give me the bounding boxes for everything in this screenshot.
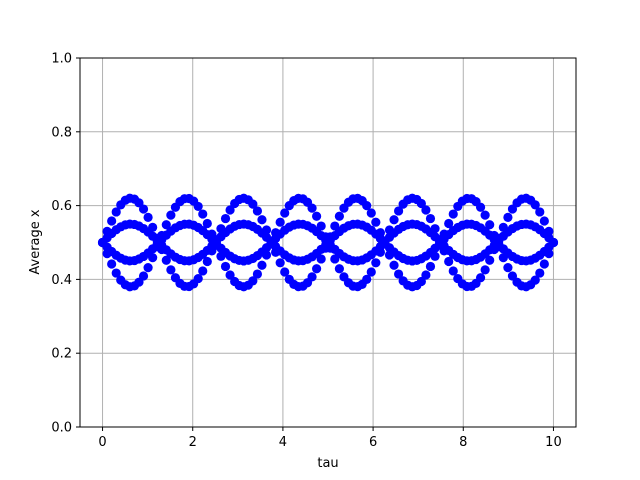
data-point	[448, 266, 458, 276]
data-point	[480, 210, 490, 220]
x-tick-label: 2	[189, 435, 197, 450]
y-tick-label: 0.4	[51, 273, 72, 288]
data-point	[248, 276, 258, 286]
data-point	[198, 266, 208, 276]
y-tick-label: 0.2	[51, 347, 72, 362]
data-point	[280, 267, 290, 277]
y-tick-label: 1.0	[51, 52, 72, 67]
y-tick-label: 0.6	[51, 199, 72, 214]
data-point	[503, 263, 513, 273]
data-point	[275, 217, 285, 227]
data-point	[198, 209, 208, 219]
data-point	[548, 237, 559, 248]
data-point	[503, 212, 513, 222]
data-point	[425, 213, 436, 224]
data-point	[225, 270, 235, 280]
x-tick-label: 10	[545, 435, 562, 450]
data-point	[280, 208, 290, 218]
x-axis-ticks: 0 2 4 6 8 10	[98, 427, 562, 450]
data-point	[444, 218, 454, 229]
data-point	[421, 205, 431, 215]
data-point	[312, 211, 322, 221]
data-point	[444, 256, 454, 267]
y-axis-ticks: 0.0 0.2 0.4 0.6 0.8 1.0	[51, 52, 80, 436]
data-point	[248, 199, 258, 209]
data-point	[138, 204, 149, 214]
plot-frame	[79, 57, 577, 428]
data-point	[161, 220, 171, 230]
data-point	[448, 209, 458, 219]
data-points	[97, 193, 559, 292]
data-point	[143, 212, 153, 222]
data-point	[416, 198, 426, 209]
data-point	[394, 269, 404, 279]
data-point	[535, 207, 545, 217]
data-point	[138, 271, 149, 281]
data-point	[530, 275, 540, 285]
data-point	[480, 265, 490, 275]
data-point	[394, 206, 404, 216]
data-point	[539, 216, 549, 226]
data-point	[362, 201, 372, 211]
y-tick-label: 0.0	[51, 421, 72, 436]
data-point	[107, 216, 117, 226]
data-point	[257, 215, 267, 225]
x-tick-label: 6	[369, 435, 377, 450]
data-point	[485, 255, 495, 265]
data-point	[193, 201, 203, 212]
data-point	[371, 258, 381, 268]
data-point	[275, 258, 285, 268]
data-point	[535, 268, 545, 278]
x-tick-label: 8	[459, 435, 467, 450]
data-point	[252, 269, 262, 279]
data-point	[225, 205, 235, 215]
data-point	[202, 218, 212, 229]
data-point	[166, 210, 176, 220]
data-point	[416, 276, 426, 287]
data-point	[475, 273, 486, 283]
data-point	[307, 203, 317, 213]
y-axis-label: Average x	[28, 209, 43, 275]
data-point	[389, 260, 399, 270]
data-point	[334, 211, 344, 221]
x-tick-label: 4	[279, 435, 287, 450]
y-tick-label: 0.8	[51, 125, 72, 140]
data-point	[475, 202, 486, 212]
data-point	[111, 207, 121, 217]
data-point	[143, 263, 153, 273]
x-axis-label: tau	[317, 456, 338, 471]
data-point	[202, 256, 212, 267]
data-point	[312, 264, 322, 274]
data-point	[334, 264, 344, 274]
data-point	[530, 200, 540, 210]
data-point	[161, 255, 171, 265]
data-point	[366, 208, 376, 218]
data-point	[362, 274, 372, 284]
data-point	[111, 268, 121, 278]
data-point	[166, 265, 176, 275]
data-point	[220, 213, 231, 224]
data-point	[366, 267, 376, 277]
data-point	[371, 217, 381, 227]
x-tick-label: 0	[98, 435, 106, 450]
data-point	[539, 259, 549, 269]
data-point	[307, 272, 317, 282]
data-point	[220, 261, 231, 272]
data-point	[193, 273, 203, 284]
data-point	[257, 260, 267, 270]
data-point	[252, 206, 262, 216]
data-point	[485, 220, 495, 230]
data-point	[421, 270, 431, 280]
data-point	[389, 215, 399, 225]
data-point	[425, 261, 436, 272]
data-point	[107, 259, 117, 269]
